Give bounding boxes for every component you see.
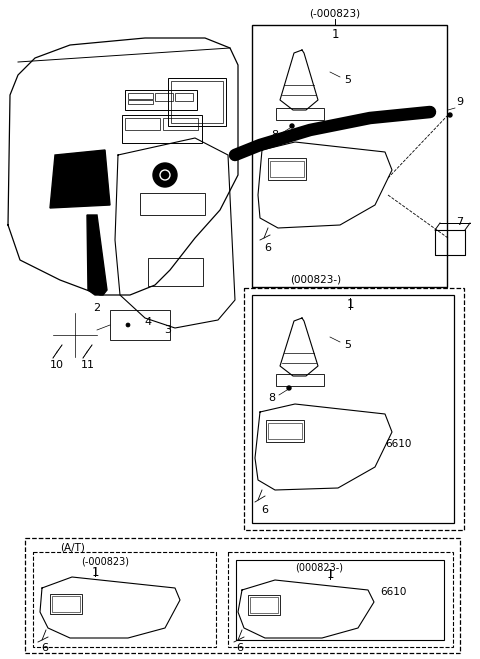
Text: 3: 3 <box>165 325 171 335</box>
Text: 7: 7 <box>456 217 464 227</box>
Bar <box>175 93 193 101</box>
Text: (000823-): (000823-) <box>295 563 343 573</box>
Text: 8: 8 <box>271 130 278 140</box>
Text: 1: 1 <box>326 569 334 581</box>
Text: 8: 8 <box>268 393 276 403</box>
Text: 2: 2 <box>94 303 101 313</box>
Bar <box>171 81 223 123</box>
Text: 6: 6 <box>237 643 243 653</box>
Text: 4: 4 <box>144 317 152 327</box>
Text: 10: 10 <box>50 360 64 370</box>
Bar <box>110 310 170 340</box>
Bar <box>268 158 306 180</box>
Bar <box>268 423 302 439</box>
Bar <box>50 594 82 614</box>
Bar <box>252 295 454 523</box>
Bar <box>33 552 216 647</box>
Text: 1: 1 <box>331 28 339 42</box>
Bar <box>155 93 173 101</box>
Bar <box>163 118 198 130</box>
Bar <box>168 78 226 126</box>
Bar <box>270 161 304 177</box>
Circle shape <box>290 124 294 128</box>
Text: (A/T): (A/T) <box>60 543 85 553</box>
Text: 6610: 6610 <box>380 587 406 597</box>
Bar <box>248 595 280 615</box>
Text: 11: 11 <box>81 360 95 370</box>
Polygon shape <box>87 215 107 295</box>
Polygon shape <box>50 150 110 208</box>
Text: (000823-): (000823-) <box>290 275 341 285</box>
Text: 9: 9 <box>456 97 464 107</box>
Bar <box>25 538 460 653</box>
Bar <box>266 420 304 442</box>
Text: 1: 1 <box>91 565 99 579</box>
Bar <box>228 552 453 647</box>
Bar <box>276 374 324 386</box>
Circle shape <box>126 323 130 327</box>
Bar <box>236 560 444 640</box>
Bar <box>125 90 197 110</box>
Text: 6: 6 <box>41 643 48 653</box>
Bar <box>244 288 464 530</box>
Bar <box>128 93 153 99</box>
Bar <box>250 597 278 613</box>
Bar <box>125 118 160 130</box>
Circle shape <box>153 163 177 187</box>
Bar <box>52 596 80 612</box>
Text: 5: 5 <box>345 75 351 85</box>
Bar <box>148 258 203 286</box>
Text: 1: 1 <box>346 299 354 312</box>
Bar <box>128 100 153 104</box>
Text: 6610: 6610 <box>385 439 411 449</box>
Bar <box>276 108 324 120</box>
Text: 6: 6 <box>264 243 272 253</box>
Text: (-000823): (-000823) <box>81 557 129 567</box>
Bar <box>140 193 205 215</box>
Circle shape <box>287 386 291 390</box>
Text: 6: 6 <box>262 505 268 515</box>
Circle shape <box>448 113 452 117</box>
Bar <box>122 115 202 143</box>
Text: 5: 5 <box>345 340 351 350</box>
Text: (-000823): (-000823) <box>310 8 360 18</box>
Bar <box>252 25 447 287</box>
